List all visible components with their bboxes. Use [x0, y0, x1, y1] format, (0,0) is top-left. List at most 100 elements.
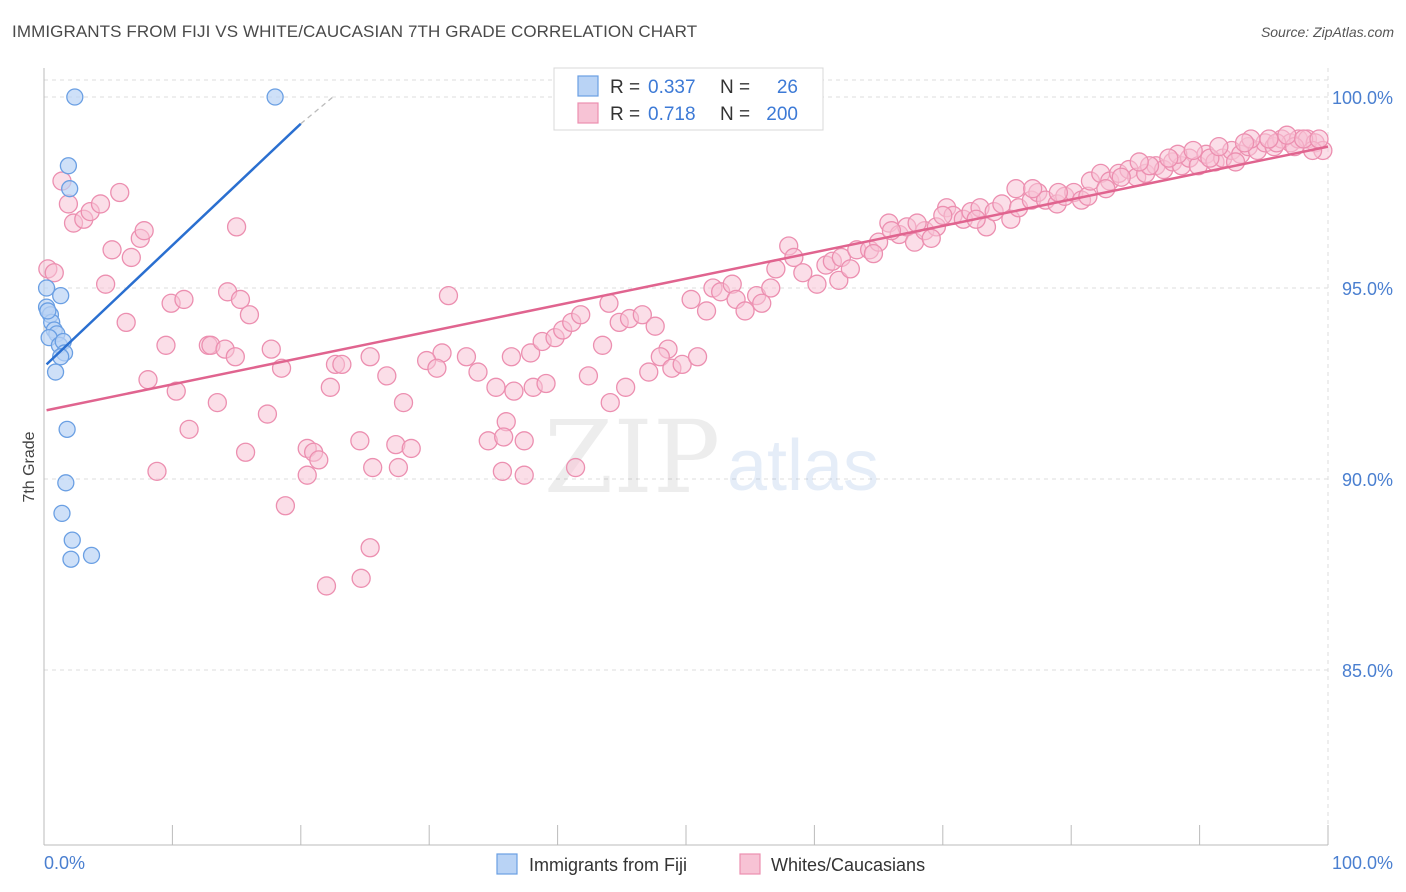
- point-white-61: [486, 377, 506, 397]
- point-white-101: [761, 278, 781, 298]
- point-white-43: [360, 347, 380, 367]
- point-white-21: [156, 335, 176, 355]
- whites-n-value: 200: [766, 104, 798, 125]
- point-white-20: [239, 305, 260, 325]
- point-white-65: [494, 427, 514, 447]
- point-white-10: [102, 240, 122, 260]
- point-white-45: [393, 392, 414, 413]
- point-white-182: [1159, 148, 1179, 168]
- fiji-r-label: R =: [610, 77, 640, 98]
- whites-n-label: N =: [720, 104, 750, 125]
- x-tick-label-0: 0.0%: [44, 853, 85, 873]
- point-fiji-17: [46, 363, 65, 381]
- point-white-39: [275, 496, 296, 516]
- fiji-n-label: N =: [720, 77, 750, 98]
- point-fiji-16: [52, 348, 70, 366]
- chart-title: IMMIGRANTS FROM FIJI VS WHITE/CAUCASIAN …: [12, 22, 698, 41]
- point-white-70: [536, 373, 556, 394]
- fiji-swatch: [577, 75, 599, 97]
- whites-r-value: 0.718: [648, 104, 696, 125]
- point-white-58: [456, 347, 477, 367]
- point-fiji-4: [37, 279, 56, 297]
- whites-swatch: [577, 102, 599, 124]
- fiji-n-value: 26: [777, 77, 798, 98]
- point-fiji-3: [61, 180, 79, 198]
- point-white-15: [116, 312, 136, 333]
- trend-line-fiji-extension: [300, 96, 334, 125]
- point-white-181: [1129, 152, 1149, 172]
- point-white-139: [1006, 179, 1026, 199]
- point-white-28: [138, 370, 158, 390]
- fiji-r-value: 0.337: [648, 77, 696, 98]
- trend-lines: [45, 96, 1329, 412]
- point-fiji-21: [63, 531, 81, 549]
- point-fiji-9: [39, 302, 57, 320]
- point-white-87: [672, 354, 692, 375]
- point-white-52: [351, 568, 371, 588]
- legend-fiji-swatch: [496, 853, 518, 875]
- axes: [43, 68, 1329, 846]
- point-white-93: [681, 289, 701, 310]
- chart-source: Source: ZipAtlas.com: [1260, 24, 1394, 40]
- y-tick-label-2: 95.0%: [1342, 279, 1393, 299]
- legend-fiji-label: Immigrants from Fiji: [529, 855, 687, 875]
- y-axis-label: 7th Grade: [21, 431, 38, 502]
- point-white-49: [363, 457, 383, 478]
- point-white-106: [793, 263, 813, 283]
- stats-legend-box: [553, 67, 824, 131]
- point-white-46: [350, 431, 370, 451]
- point-white-44: [377, 366, 397, 386]
- point-white-59: [468, 362, 488, 382]
- whites-r-label: R =: [610, 104, 640, 125]
- point-white-111: [829, 270, 849, 291]
- point-white-9: [226, 217, 247, 237]
- point-fiji-6: [52, 286, 70, 305]
- point-fiji-1: [266, 88, 284, 106]
- point-white-33: [235, 442, 256, 462]
- point-white-53: [360, 538, 380, 558]
- point-white-17: [174, 289, 194, 310]
- point-white-38: [297, 465, 317, 485]
- point-white-77: [592, 335, 613, 355]
- point-white-88: [687, 347, 708, 367]
- point-white-51: [316, 576, 337, 596]
- point-fiji-18: [58, 420, 76, 438]
- point-white-195: [933, 205, 953, 226]
- watermark: ZIP atlas: [544, 399, 879, 516]
- point-white-76: [571, 305, 591, 325]
- point-white-102: [752, 293, 772, 313]
- point-white-89: [639, 362, 659, 382]
- point-white-185: [1234, 133, 1255, 153]
- point-white-78: [578, 366, 599, 386]
- series-whites-caucasians: [38, 125, 1333, 596]
- point-white-29: [166, 381, 186, 401]
- point-white-50: [388, 457, 409, 478]
- point-white-82: [632, 305, 652, 325]
- point-white-11: [121, 247, 141, 268]
- point-white-184: [1209, 137, 1229, 157]
- point-white-40: [320, 377, 340, 397]
- point-white-66: [514, 431, 534, 451]
- point-fiji-0: [66, 88, 84, 106]
- legend-whites-label: Whites/Caucasians: [771, 855, 925, 875]
- y-tick-label-0: 85.0%: [1342, 661, 1393, 681]
- watermark-atlas: atlas: [727, 426, 879, 506]
- point-white-13: [44, 263, 64, 283]
- point-white-42: [332, 354, 352, 375]
- point-white-30: [207, 392, 227, 413]
- point-white-85: [650, 347, 670, 367]
- point-white-32: [179, 419, 199, 439]
- point-fiji-23: [82, 546, 101, 565]
- point-white-83: [645, 316, 665, 336]
- point-white-67: [492, 461, 513, 482]
- point-white-25: [225, 347, 245, 367]
- series-legend: Immigrants from Fiji Whites/Caucasians: [496, 853, 925, 875]
- trend-line-fiji: [45, 122, 302, 366]
- point-white-92: [565, 457, 586, 478]
- point-white-5: [90, 194, 111, 214]
- point-white-186: [1259, 129, 1279, 149]
- trend-line-whites: [46, 145, 1329, 412]
- point-white-14: [95, 274, 116, 294]
- point-white-189: [1309, 129, 1329, 149]
